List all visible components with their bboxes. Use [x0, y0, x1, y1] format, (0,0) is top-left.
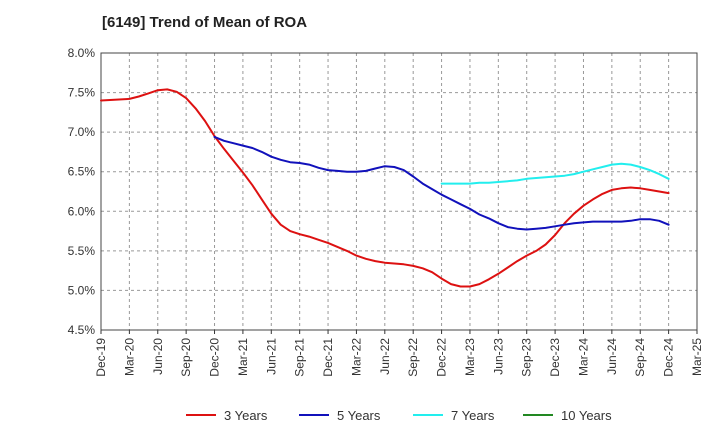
series-lines	[100, 88, 670, 288]
plot-area-frame	[100, 52, 698, 331]
x-tick-label: Mar-21	[236, 338, 250, 376]
legend-label: 5 Years	[337, 408, 381, 423]
legend: 3 Years 5 Years 7 Years 10 Years	[186, 408, 612, 423]
x-tick-label: Dec-24	[662, 338, 676, 377]
x-tick-label: Mar-20	[122, 338, 136, 376]
y-tick-label: 7.5%	[68, 86, 96, 100]
x-tick-label: Jun-24	[605, 338, 619, 375]
x-tick-label: Mar-24	[576, 338, 590, 376]
x-tick-label: Jun-22	[378, 338, 392, 375]
y-tick-label: 5.5%	[68, 244, 96, 258]
x-tick-label: Dec-20	[208, 338, 222, 377]
x-tick-label: Dec-23	[548, 338, 562, 377]
series-line-7-years	[440, 162, 670, 185]
series-line-5-years	[213, 135, 670, 231]
legend-label: 7 Years	[451, 408, 495, 423]
y-tick-label: 7.0%	[68, 125, 96, 139]
x-tick-label: Jun-20	[151, 338, 165, 375]
y-tick-label: 6.5%	[68, 165, 96, 179]
x-tick-label: Jun-21	[264, 338, 278, 375]
y-tick-label: 4.5%	[68, 323, 96, 337]
y-tick-label: 5.0%	[68, 283, 96, 297]
series-line-3-years	[100, 88, 670, 288]
grid-lines	[101, 52, 697, 330]
legend-label: 10 Years	[561, 408, 612, 423]
x-tick-label: Dec-22	[435, 338, 449, 377]
legend-label: 3 Years	[224, 408, 268, 423]
x-tick-label: Sep-21	[293, 338, 307, 377]
x-tick-label: Sep-22	[406, 338, 420, 377]
x-tick-label: Mar-23	[463, 338, 477, 376]
x-tick-label: Jun-23	[491, 338, 505, 375]
x-tick-label: Sep-20	[179, 338, 193, 377]
y-tick-label: 8.0%	[68, 46, 96, 60]
y-tick-label: 6.0%	[68, 204, 96, 218]
chart-title: [6149] Trend of Mean of ROA	[102, 14, 308, 31]
x-tick-label: Dec-21	[321, 338, 335, 377]
x-tick-label: Mar-25	[690, 338, 704, 376]
x-tick-label: Dec-19	[94, 338, 108, 377]
axes: 4.5% 5.0% 5.5% 6.0% 6.5% 7.0% 7.5% 8.0% Dec-19 Ma…	[68, 46, 704, 377]
x-tick-label: Sep-23	[520, 338, 534, 377]
x-tick-label: Mar-22	[349, 338, 363, 376]
x-tick-label: Sep-24	[633, 338, 647, 377]
